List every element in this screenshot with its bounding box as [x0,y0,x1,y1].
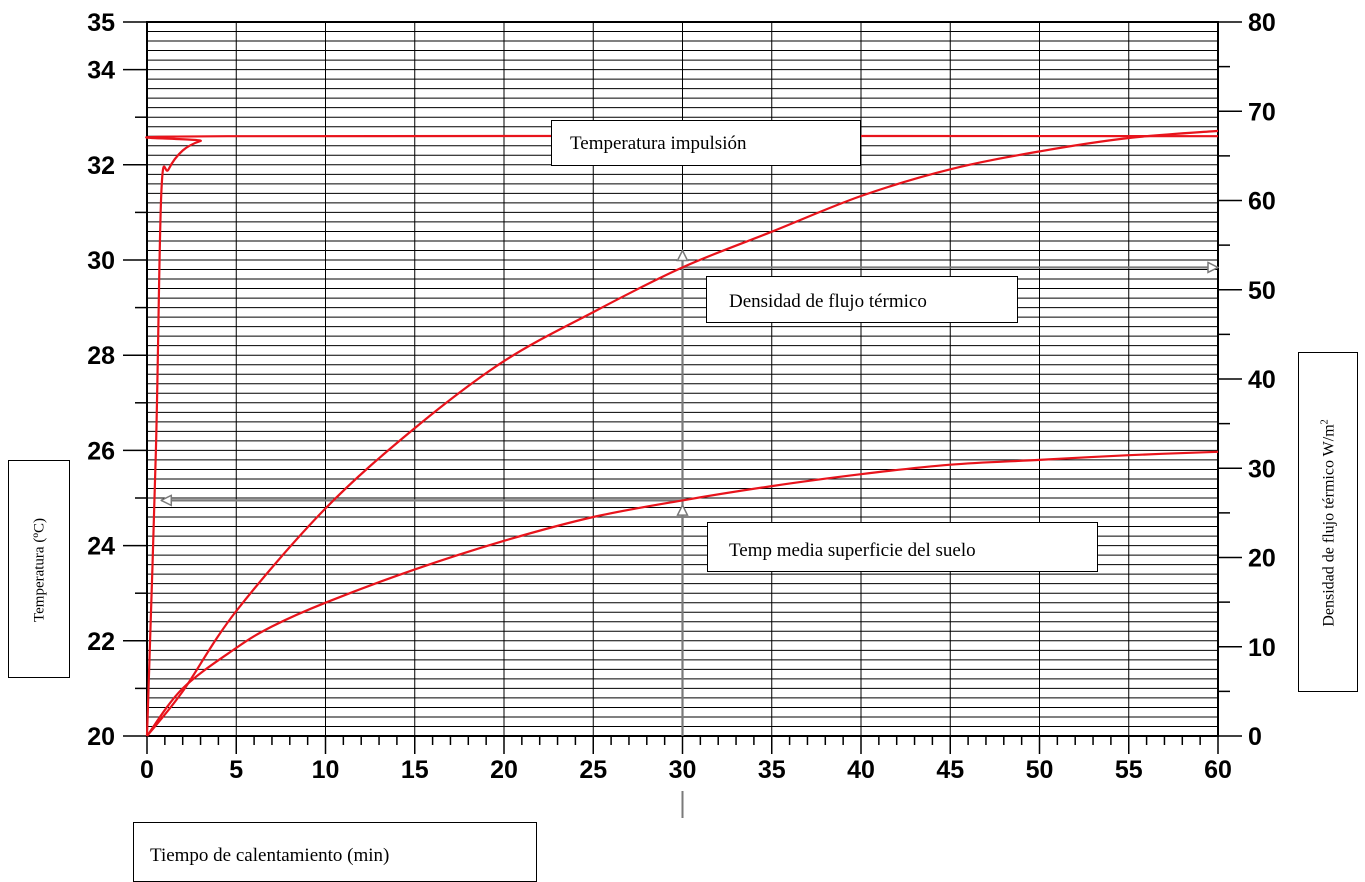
x-tick-label: 10 [312,756,340,784]
curve-suelo [146,450,1219,737]
y-right-tick-label: 40 [1248,366,1276,394]
tick-marks [123,21,1242,754]
y-right-tick-label: 50 [1248,277,1276,305]
y-right-tick-label: 10 [1248,634,1276,662]
x-tick-label: 45 [936,756,964,784]
y-left-tick-label: 24 [87,533,115,561]
x-tick-label: 30 [669,756,697,784]
annotation-suelo-text: Temp media superficie del suelo [729,540,976,561]
y-axis-left-label-box: Temperatura (ºC) [8,460,70,678]
x-tick-label: 35 [758,756,786,784]
x-tick-label: 50 [1026,756,1054,784]
y-axis-right-label-superscript: 2 [1319,419,1331,425]
y-axis-right-label-box: Densidad de flujo térmico W/m2 [1298,352,1358,692]
y-right-tick-label: 70 [1248,98,1276,126]
x-axis-label: Tiempo de calentamiento (min) [150,845,390,866]
y-left-tick-label: 35 [87,9,115,37]
y-right-tick-label: 0 [1248,723,1262,751]
x-tick-label: 55 [1115,756,1143,784]
annotation-flujo: Densidad de flujo térmico [706,276,1018,323]
x-tick-label: 25 [579,756,607,784]
y-left-tick-label: 20 [87,723,115,751]
guide-lines [161,250,1218,818]
annotation-flujo-text: Densidad de flujo térmico [729,291,927,312]
y-right-tick-label: 80 [1248,9,1276,37]
x-tick-label: 20 [490,756,518,784]
x-axis-label-box: Tiempo de calentamiento (min) [133,822,537,882]
y-left-tick-label: 28 [87,342,115,370]
y-left-tick-label: 22 [87,628,115,656]
annotation-impulsion: Temperatura impulsión [551,120,861,166]
y-left-tick-label: 30 [87,247,115,275]
y-left-tick-label: 26 [87,437,115,465]
curve-flujo [146,129,1219,737]
annotation-suelo: Temp media superficie del suelo [707,522,1098,572]
y-left-tick-label: 32 [87,152,115,180]
y-axis-right-label: Densidad de flujo térmico W/m2 [1319,419,1338,626]
y-axis-right-label-text: Densidad de flujo térmico W/m [1320,424,1338,627]
tick-labels: 0 5 10 15 20 25 30 35 40 45 50 55 60 20 22 24 26 28 30 32 34… [87,9,1276,784]
x-tick-label: 60 [1204,756,1232,784]
y-right-tick-label: 30 [1248,455,1276,483]
x-tick-label: 40 [847,756,875,784]
x-tick-label: 5 [229,756,243,784]
x-tick-label: 15 [401,756,429,784]
y-right-tick-label: 20 [1248,545,1276,573]
x-tick-label: 0 [140,756,154,784]
y-right-tick-label: 60 [1248,188,1276,216]
y-left-tick-label: 34 [87,57,115,85]
annotation-impulsion-text: Temperatura impulsión [570,133,747,154]
y-axis-left-label: Temperatura (ºC) [31,518,48,622]
